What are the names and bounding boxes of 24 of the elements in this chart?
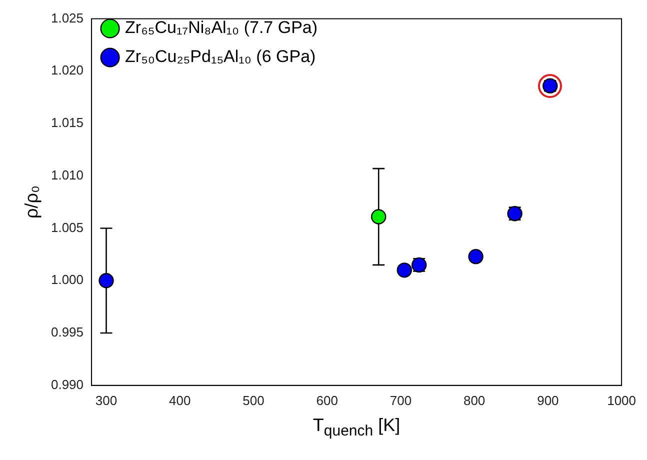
x-axis-title: T$_{quench}$ [K] bbox=[312, 415, 402, 440]
x-tick-label: 700 bbox=[390, 392, 412, 408]
x-tick-label: 600 bbox=[316, 392, 338, 408]
y-tick-label: 1.020 bbox=[50, 62, 84, 78]
y-tick-label: 0.995 bbox=[50, 324, 84, 340]
legend-label: Zr₆₅Cu₁₇Ni₈Al₁₀ (7.7 GPa) bbox=[125, 18, 318, 38]
point bbox=[396, 262, 412, 278]
legend-label: Zr₅₀Cu₂₅Pd₁₅Al₁₀ (6 GPa) bbox=[125, 47, 316, 66]
y-tick-label: 1.000 bbox=[50, 272, 84, 288]
x-tick-label: 800 bbox=[463, 392, 486, 408]
x-tick-label: 1000 bbox=[607, 392, 636, 408]
y-tick-label: 0.990 bbox=[50, 376, 84, 392]
y-tick-label: 1.015 bbox=[50, 115, 84, 130]
x-tick-label: 500 bbox=[242, 392, 264, 408]
point bbox=[468, 248, 484, 264]
point bbox=[371, 209, 386, 224]
y-tick-label: 1.005 bbox=[50, 220, 84, 235]
y-axis-title: ρ/ρ₀ bbox=[22, 186, 42, 219]
point bbox=[98, 273, 114, 288]
x-tick-label: 900 bbox=[537, 392, 559, 408]
x-tick-label: 400 bbox=[169, 392, 191, 408]
y-tick-label: 1.010 bbox=[50, 167, 84, 182]
y-tick-label: 1.025 bbox=[50, 10, 84, 26]
x-tick-label: 300 bbox=[95, 392, 118, 408]
